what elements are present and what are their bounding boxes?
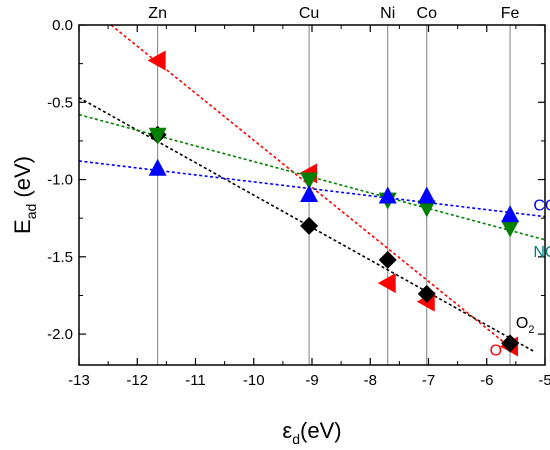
x-axis-title-unit: (eV) [300,418,342,443]
marker-no [417,200,436,218]
marker-co [501,205,520,223]
tick-labels: -13 -12 -11 -10 -9 -8 -7 -6 -5 0.0 -0.5 -1.0 -1.5 -2.… [47,17,550,389]
series-label-main: O [516,315,528,332]
x-tick-label: -10 [243,372,265,389]
x-tick-label: -11 [185,372,206,389]
x-axis-title-main: ε [282,418,292,443]
marker-o2 [300,216,319,235]
fit-line-o [110,24,514,351]
element-label-zn: Zn [148,5,167,22]
marker-o2 [417,284,436,303]
y-axis-title-unit: (eV) [10,156,35,204]
marker-co [417,186,436,204]
y-axis-title: Ead (eV) [10,156,39,234]
marker-no [148,127,167,145]
y-tick-label: -1.5 [47,249,73,266]
x-tick-label: -8 [364,372,377,389]
marker-o2 [378,250,397,269]
fit-lines [78,24,546,352]
x-tick-label: -13 [68,372,90,389]
x-axis-title-sub: d [292,431,300,447]
series-label-co: CO [533,197,550,214]
y-axis-title-main: E [10,219,35,234]
marker-o2 [501,334,520,353]
marker-co [148,158,167,176]
marker-co [378,186,397,204]
element-label-fe: Fe [501,5,520,22]
data-markers [147,50,520,357]
series-label-main: CO [533,197,550,214]
marker-o [147,50,166,71]
marker-o [377,273,396,294]
x-tick-label: -9 [305,372,318,389]
series-label-main: NO [533,244,550,261]
fit-line-no [78,113,546,241]
series-label-o: O [490,343,502,360]
y-axis-title-sub: ad [23,204,39,220]
series-label-sub: 2 [528,324,534,336]
marker-co [300,185,319,202]
series-label-o2: O2 [516,315,535,336]
y-tick-label: -2.0 [47,326,73,343]
x-tick-label: -12 [126,372,148,389]
x-tick-label: -6 [480,372,493,389]
y-tick-label: -0.5 [47,94,73,111]
marker-no [300,172,319,190]
y-tick-label: 0.0 [52,17,73,34]
x-tick-label: -5 [538,372,550,389]
y-tick-label: -1.0 [47,172,73,189]
element-label-cu: Cu [299,5,319,22]
element-guide-lines [157,25,511,365]
series-label-no: NO [533,244,550,261]
element-label-ni: Ni [380,5,395,22]
axis-ticks [78,24,546,365]
marker-no [501,220,520,238]
series-labels: CONOO2O [490,197,550,359]
x-axis-title: εd(eV) [282,418,341,447]
series-label-main: O [490,343,502,360]
element-label-co: Co [417,5,438,22]
x-tick-label: -7 [422,372,435,389]
element-labels: Zn Cu Ni Co Fe [148,5,519,22]
